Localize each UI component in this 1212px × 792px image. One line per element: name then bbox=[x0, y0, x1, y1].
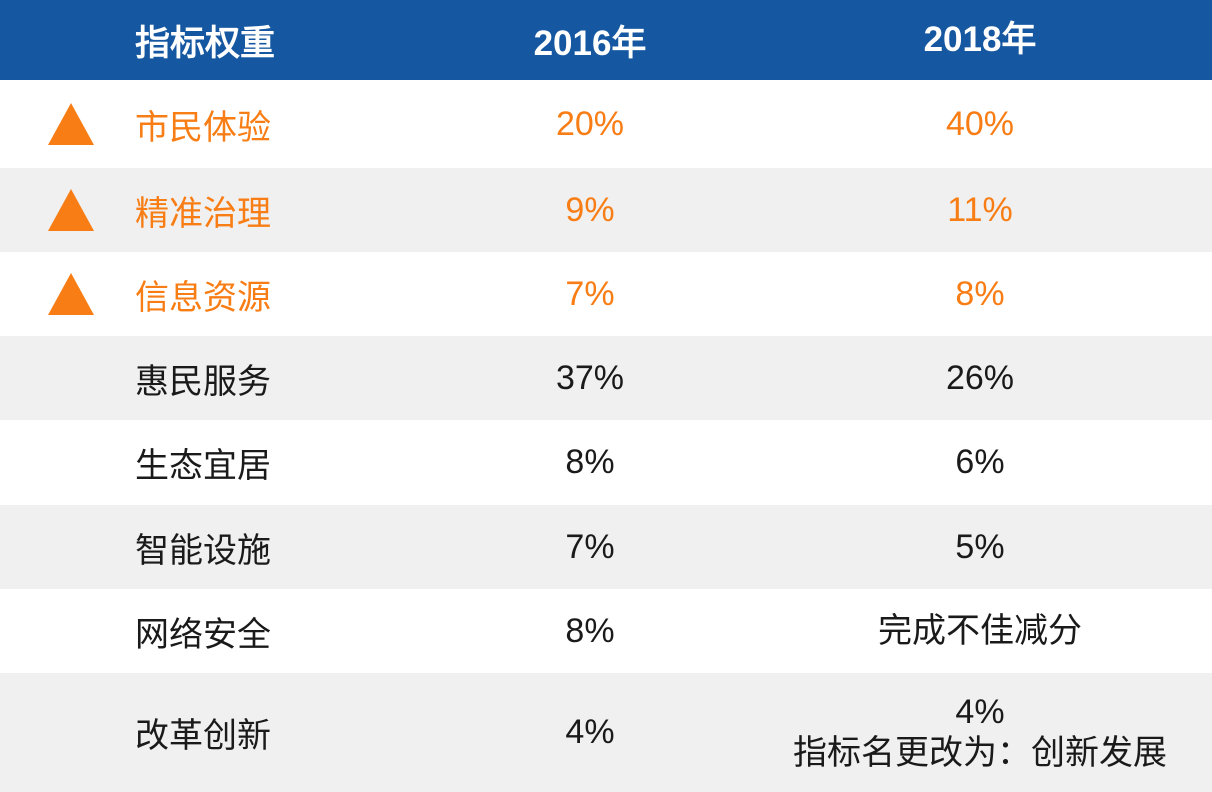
table-header-row: 指标权重 2016年 2018年 bbox=[0, 0, 1212, 80]
header-2018-label: 2018年 bbox=[923, 20, 1037, 60]
table-row: 智能设施 7% 5% bbox=[0, 505, 1212, 589]
row-label: 生态宜居 bbox=[135, 447, 271, 485]
table-body: 市民体验 20% 40% 精准治理 9% 11% 信息资源 7% bbox=[0, 80, 1212, 792]
value-2018: 8% bbox=[955, 274, 1005, 313]
indicator-cell: 信息资源 bbox=[0, 252, 432, 336]
value-2016: 7% bbox=[565, 527, 615, 566]
indicator-cell: 改革创新 bbox=[0, 673, 432, 792]
value-2016-cell: 7% bbox=[432, 505, 748, 589]
value-2018-cell: 5% bbox=[748, 505, 1212, 589]
value-2018-cell: 完成不佳减分 bbox=[748, 589, 1212, 673]
triangle-up-icon bbox=[48, 273, 94, 315]
value-2016-cell: 37% bbox=[432, 336, 748, 420]
row-label: 智能设施 bbox=[135, 531, 271, 570]
row-label: 市民体验 bbox=[135, 108, 271, 147]
table-row: 网络安全 8% 完成不佳减分 bbox=[0, 589, 1212, 673]
indicator-cell: 惠民服务 bbox=[0, 336, 432, 420]
value-2018-cell: 8% bbox=[748, 252, 1212, 336]
indicator-cell: 生态宜居 bbox=[0, 420, 432, 505]
header-col-2016: 2016年 bbox=[432, 0, 748, 80]
row-label: 网络安全 bbox=[135, 615, 271, 654]
value-2018: 40% bbox=[945, 104, 1015, 143]
value-2018-note: 指标名更改为：创新发展 bbox=[793, 733, 1167, 772]
value-2016-cell: 20% bbox=[432, 80, 748, 168]
indicator-cell: 精准治理 bbox=[0, 168, 432, 252]
value-2016: 20% bbox=[555, 104, 625, 143]
value-2016-cell: 8% bbox=[432, 589, 748, 673]
value-2018-cell: 40% bbox=[748, 80, 1212, 168]
row-label: 精准治理 bbox=[135, 194, 271, 233]
header-col-indicator: 指标权重 bbox=[0, 0, 432, 80]
header-indicator-label: 指标权重 bbox=[135, 23, 276, 63]
table-row: 改革创新 4% 4% 指标名更改为：创新发展 bbox=[0, 673, 1212, 792]
table-row: 精准治理 9% 11% bbox=[0, 168, 1212, 252]
value-2018: 26% bbox=[945, 358, 1015, 397]
value-2016: 8% bbox=[565, 611, 615, 650]
value-2016-cell: 8% bbox=[432, 420, 748, 505]
row-label: 惠民服务 bbox=[135, 362, 271, 401]
value-2018-cell: 26% bbox=[748, 336, 1212, 420]
value-2016: 7% bbox=[565, 274, 615, 313]
value-2016: 8% bbox=[565, 443, 615, 481]
value-2016: 9% bbox=[565, 190, 615, 229]
value-2018: 5% bbox=[955, 527, 1005, 566]
indicator-cell: 市民体验 bbox=[0, 80, 432, 168]
value-2016-cell: 4% bbox=[432, 673, 748, 792]
row-label: 改革创新 bbox=[135, 717, 271, 755]
row-label: 信息资源 bbox=[135, 278, 271, 317]
value-2018-cell: 6% bbox=[748, 420, 1212, 505]
value-2018: 11% bbox=[947, 190, 1013, 229]
table-row: 市民体验 20% 40% bbox=[0, 80, 1212, 168]
header-col-2018: 2018年 bbox=[748, 0, 1212, 80]
header-2016-label: 2016年 bbox=[533, 23, 647, 63]
table-row: 生态宜居 8% 6% bbox=[0, 420, 1212, 505]
value-2018-cell: 4% 指标名更改为：创新发展 bbox=[748, 673, 1212, 792]
value-2018: 完成不佳减分 bbox=[878, 611, 1082, 650]
value-2016-cell: 7% bbox=[432, 252, 748, 336]
table-row: 惠民服务 37% 26% bbox=[0, 336, 1212, 420]
value-2018: 4% bbox=[955, 693, 1005, 732]
value-2018-cell: 11% bbox=[748, 168, 1212, 252]
value-2016: 4% bbox=[565, 713, 615, 751]
triangle-up-icon bbox=[48, 103, 94, 145]
indicator-cell: 智能设施 bbox=[0, 505, 432, 589]
indicator-cell: 网络安全 bbox=[0, 589, 432, 673]
value-2018: 6% bbox=[955, 443, 1005, 482]
value-2016-cell: 9% bbox=[432, 168, 748, 252]
table-row: 信息资源 7% 8% bbox=[0, 252, 1212, 336]
value-2016: 37% bbox=[555, 358, 625, 397]
triangle-up-icon bbox=[48, 189, 94, 231]
